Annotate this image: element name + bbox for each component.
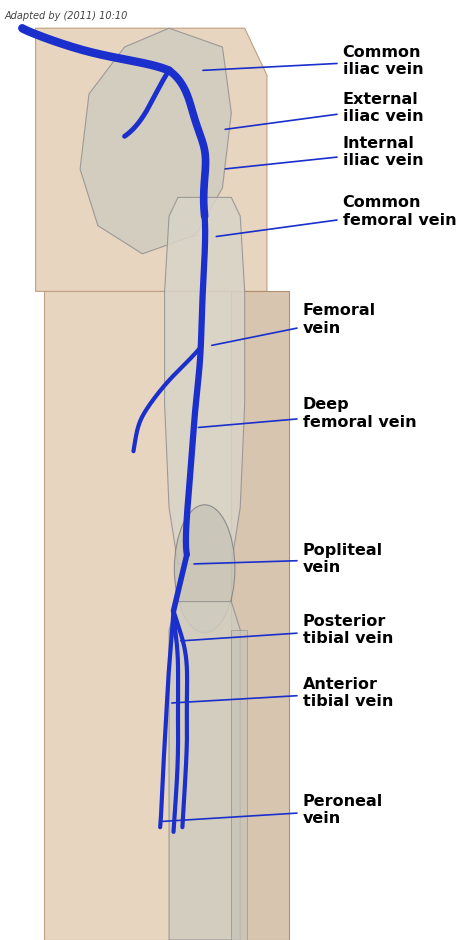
Text: Posterior
tibial vein: Posterior tibial vein <box>181 614 393 646</box>
Polygon shape <box>80 28 231 254</box>
Text: Deep
femoral vein: Deep femoral vein <box>199 398 416 430</box>
Polygon shape <box>169 602 240 940</box>
Polygon shape <box>36 28 267 291</box>
Polygon shape <box>231 630 247 940</box>
Text: Peroneal
vein: Peroneal vein <box>163 794 383 826</box>
Text: Adapted by (2011) 10:10: Adapted by (2011) 10:10 <box>5 11 128 22</box>
Text: Femoral
vein: Femoral vein <box>212 304 375 345</box>
Polygon shape <box>164 197 245 564</box>
Text: Common
iliac vein: Common iliac vein <box>203 45 423 77</box>
Text: Common
femoral vein: Common femoral vein <box>216 196 456 237</box>
Text: Internal
iliac vein: Internal iliac vein <box>225 136 423 169</box>
Polygon shape <box>45 291 231 940</box>
Text: Popliteal
vein: Popliteal vein <box>194 543 383 575</box>
Text: External
iliac vein: External iliac vein <box>225 92 423 130</box>
Text: Anterior
tibial vein: Anterior tibial vein <box>172 677 393 709</box>
Polygon shape <box>231 291 289 940</box>
Circle shape <box>174 505 235 633</box>
